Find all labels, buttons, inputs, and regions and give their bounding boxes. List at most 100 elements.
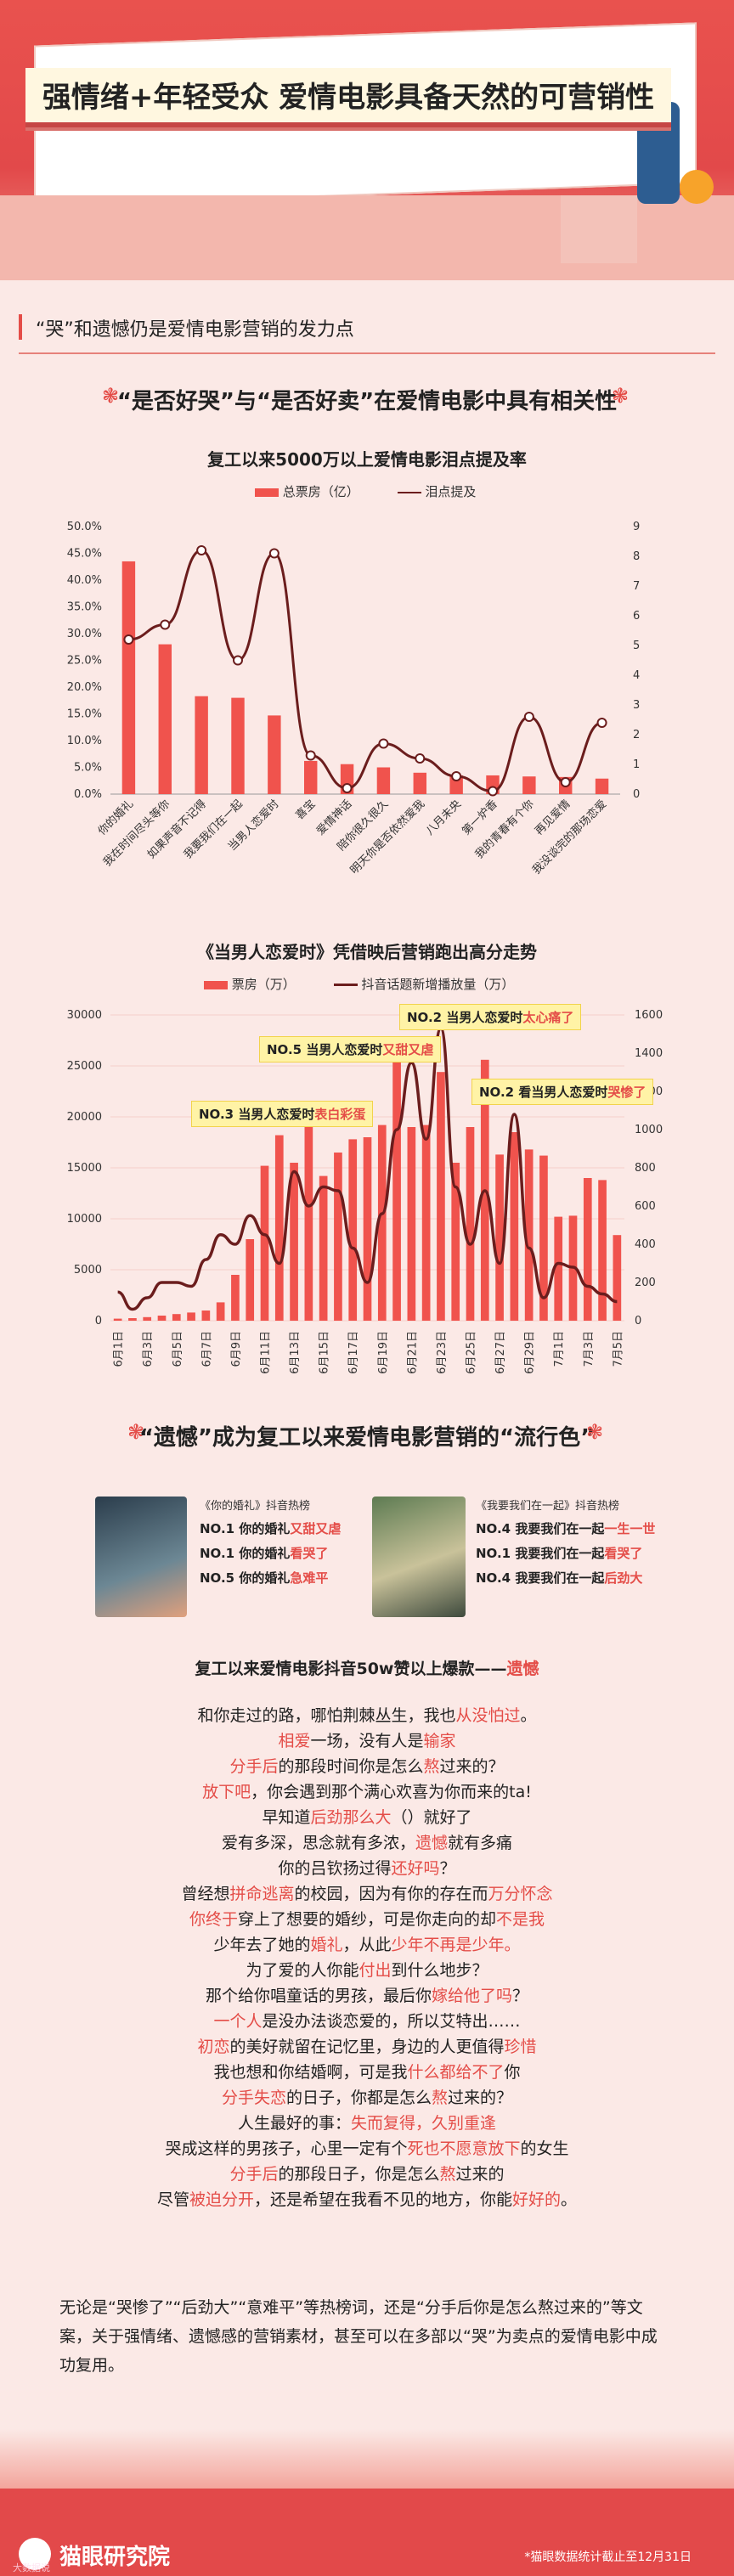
bar (348, 1139, 358, 1321)
lyric-line: 我也想和你结婚啊，可是我什么都给不了你 (213, 2063, 521, 2082)
x-tick-label: 6月11日 (260, 1331, 273, 1374)
bar (392, 1040, 401, 1321)
bar (413, 772, 426, 794)
legend-swatch-line (333, 984, 358, 986)
bar (595, 778, 609, 794)
bar (121, 561, 136, 794)
y2-tick-label: 1 (633, 758, 640, 771)
bar (231, 697, 245, 794)
lyric-line: 分手后的那段时间你是怎么熬过来的？ (229, 1757, 505, 1776)
lyric-line: 哭成这样的男孩子，心里一定有个死也不愿意放下的女生 (165, 2139, 569, 2158)
legend-label-line: 泪点提及 (425, 484, 477, 499)
x-tick-label: 7月1日 (553, 1331, 566, 1367)
bar (231, 1275, 240, 1321)
bar (113, 1318, 122, 1321)
x-tick-label: 6月29日 (524, 1331, 537, 1374)
annotation-note: NO.5 当男人恋爱时又甜又虐 (259, 1036, 442, 1063)
x-tick-label: 6月15日 (319, 1331, 331, 1374)
title-box: 强情绪+年轻受众 爱情电影具备天然的可营销性 (25, 68, 671, 127)
part1-title: “是否好哭”与“是否好卖”在爱情电影中具有相关性 (116, 389, 618, 414)
hot-list-title: 《你的婚礼》抖音热榜 (200, 1500, 311, 1513)
y-tick-label: 40.0% (67, 574, 102, 587)
legend-swatch-bar (255, 488, 279, 497)
y-tick-label: 30.0% (67, 628, 102, 640)
bar (451, 1163, 460, 1321)
y-tick-label: 50.0% (67, 521, 102, 533)
bar (246, 1239, 255, 1321)
y-tick-label: 25000 (67, 1060, 102, 1073)
y-tick-label: 15.0% (67, 708, 102, 721)
bar (319, 1175, 328, 1321)
x-tick-label: 6月19日 (377, 1331, 390, 1374)
lyric-line: 你终于穿上了想要的婚纱，可是你走向的却不是我 (189, 1910, 545, 1929)
y-tick-label: 25.0% (67, 655, 102, 668)
bar (172, 1314, 181, 1321)
bar (187, 1312, 195, 1321)
bar (195, 696, 208, 794)
bar (268, 715, 281, 794)
x-tick-label: 6月23日 (436, 1331, 449, 1374)
bar (539, 1155, 548, 1321)
y2-tick-label: 1000 (635, 1124, 663, 1136)
y-tick-label: 35.0% (67, 601, 102, 614)
line-point (596, 718, 607, 728)
bar (377, 1125, 387, 1321)
line-point (488, 786, 498, 797)
hot-list-item: NO.5 你的婚礼急难平 (200, 1570, 329, 1586)
y2-tick-label: 2 (633, 729, 640, 741)
chart2-legend: 票房（万） 抖音话题新增播放量（万） (204, 975, 514, 993)
section-marker (19, 314, 22, 340)
y-tick-label: 10000 (67, 1213, 102, 1226)
y-tick-label: 30000 (67, 1009, 102, 1022)
bar (363, 1137, 372, 1321)
y-tick-label: 10.0% (67, 735, 102, 747)
legend-swatch-line (397, 491, 421, 493)
line-point (523, 712, 534, 722)
bar (274, 1135, 284, 1321)
hot-list-item: NO.1 你的婚礼又甜又虐 (200, 1521, 342, 1536)
lyric-line: 分手后的那段日子，你是怎么熬过来的 (229, 2165, 505, 2184)
y2-tick-label: 5 (633, 640, 640, 652)
hot-list-left: 《你的婚礼》抖音热榜 NO.1 你的婚礼又甜又虐 NO.1 你的婚礼看哭了 NO… (200, 1497, 370, 1587)
y2-tick-label: 800 (635, 1162, 656, 1175)
y2-tick-label: 1600 (635, 1009, 663, 1022)
flower-icon: ❃ (612, 384, 630, 408)
bar (407, 1127, 416, 1321)
footer-band (0, 2429, 734, 2489)
x-tick-label: 6月13日 (289, 1331, 302, 1374)
y2-tick-label: 400 (635, 1238, 656, 1251)
chart1-legend: 总票房（亿） 泪点提及 (255, 482, 476, 500)
section-divider (19, 352, 715, 354)
lyric-line: 和你走过的路，哪怕荆棘丛生，我也从没怕过。 (197, 1706, 537, 1725)
flower-icon: ❃ (102, 384, 120, 408)
y2-tick-label: 3 (633, 699, 640, 712)
bar (524, 1149, 534, 1321)
x-tick-label: 6月27日 (494, 1331, 507, 1374)
bar (143, 1316, 152, 1321)
hot-list-item: NO.4 我要我们在一起后劲大 (476, 1570, 643, 1586)
lyric-line: 初恋的美好就留在记忆里，身边的人更值得珍惜 (197, 2038, 537, 2056)
y-tick-label: 20000 (67, 1111, 102, 1124)
legend-label-line: 抖音话题新增播放量（万） (361, 977, 515, 992)
y2-tick-label: 0 (635, 1315, 641, 1327)
lyric-line: 放下吧，你会遇到那个满心欢喜为你而来的ta! (202, 1783, 532, 1801)
bar (304, 1127, 313, 1321)
bar (290, 1163, 298, 1321)
part2-title: “遗憾”成为复工以来爱情电影营销的“流行色” (138, 1425, 596, 1451)
x-tick-label: 7月3日 (583, 1331, 596, 1367)
lyric-line: 分手失恋的日子，你都是怎么熬过来的？ (221, 2088, 513, 2107)
page-title: 强情绪+年轻受众 爱情电影具备天然的可营销性 (42, 81, 655, 115)
poster-image (372, 1497, 466, 1617)
data-source: *猫眼数据统计截止至12月31日 (524, 2551, 692, 2564)
bar (334, 1153, 342, 1321)
lyric-line: 人生最好的事：失而复得，久别重逢 (237, 2114, 497, 2133)
line-point (342, 783, 353, 793)
x-tick-label: 喜宝 (294, 798, 319, 822)
hot-list-item: NO.1 你的婚礼看哭了 (200, 1546, 329, 1561)
y2-tick-label: 6 (633, 610, 640, 623)
bar (216, 1302, 225, 1321)
y-tick-label: 15000 (67, 1162, 102, 1175)
lyric-line: 早知道后劲那么大（）就好了 (262, 1808, 472, 1827)
line-point (415, 753, 426, 764)
bar (437, 1072, 445, 1321)
